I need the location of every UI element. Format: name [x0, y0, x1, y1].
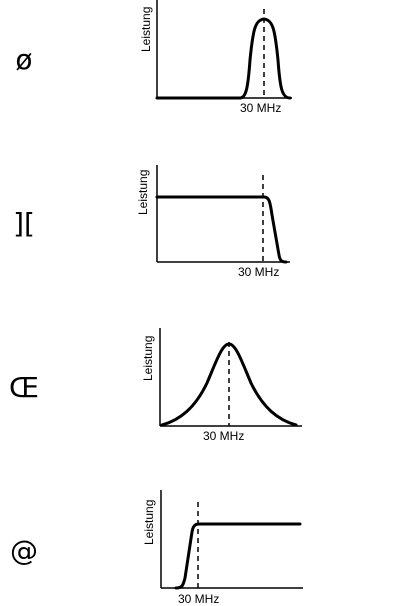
response-curve	[160, 342, 298, 427]
response-plot: Leistung 30 MHz	[142, 490, 303, 606]
x-axis-label: 30 MHz	[238, 265, 279, 279]
panel-symbol: Œ	[9, 371, 39, 404]
y-axis-label: Leistung	[136, 170, 150, 215]
response-curve	[174, 522, 302, 590]
x-axis-label: 30 MHz	[240, 101, 281, 115]
panel-symbol: @	[10, 534, 38, 567]
response-curve	[155, 195, 288, 264]
filter-panel-4: @ Leistung 30 MHz	[0, 490, 405, 606]
panel-symbol: ø	[15, 43, 33, 76]
response-plot: Leistung 30 MHz	[139, 0, 292, 115]
response-curve	[155, 17, 292, 100]
response-plot: Leistung 30 MHz	[136, 165, 290, 279]
response-plot: Leistung 30 MHz	[141, 328, 302, 443]
y-axis-label: Leistung	[141, 336, 155, 381]
y-axis-label: Leistung	[142, 500, 156, 545]
x-axis-label: 30 MHz	[203, 429, 244, 443]
filter-panel-2: ][ Leistung 30 MHz	[0, 165, 405, 285]
panel-symbol: ][	[13, 207, 35, 240]
filter-panel-1: ø Leistung 30 MHz	[0, 0, 405, 115]
y-axis-label: Leistung	[139, 7, 153, 52]
x-axis-label: 30 MHz	[178, 592, 219, 606]
filter-panel-3: Œ Leistung 30 MHz	[0, 328, 405, 448]
